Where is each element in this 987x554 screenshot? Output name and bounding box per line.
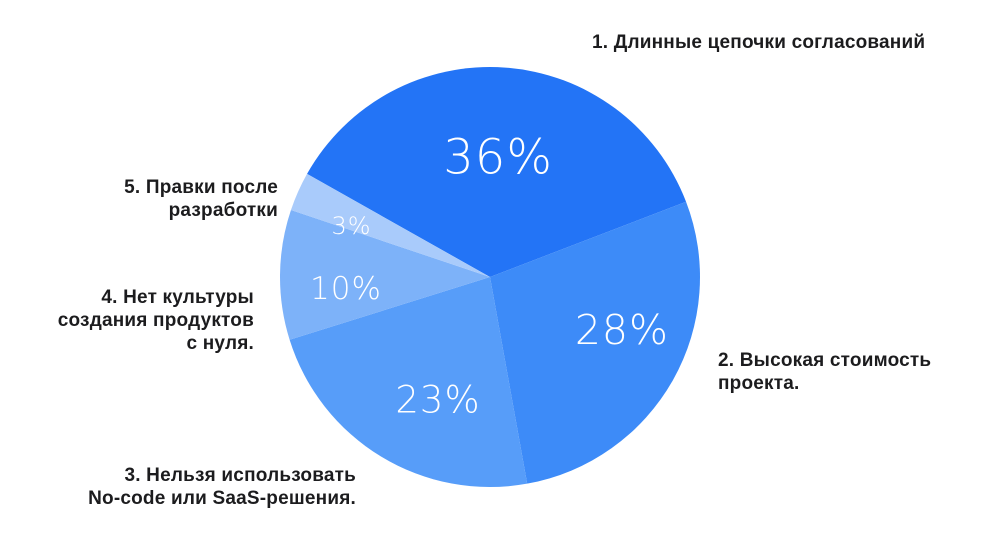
slice-label-2: 2. Высокая стоимость проекта. [718, 350, 932, 394]
slice-label-1: 1. Длинные цепочки согласований [592, 32, 926, 53]
pie-percent-1: 36% [443, 130, 553, 186]
pie-slice-2 [490, 201, 700, 484]
pie-slice-5 [290, 173, 490, 277]
slice-label-4: 4. Нет культуры создания продуктов с нул… [57, 287, 254, 354]
slice-label-5: 5. Правки после разработки [124, 177, 278, 221]
pie-slice-4 [280, 210, 490, 340]
pie-slice-3 [289, 277, 528, 487]
pie-percent-4: 10% [310, 271, 382, 307]
pie-percent-5: 3% [331, 212, 371, 240]
slice-label-3: 3. Нельзя использовать No-code или SaaS-… [88, 465, 356, 509]
pie-percent-2: 28% [575, 306, 669, 354]
pie-slice-1 [307, 67, 687, 278]
pie-percent-3: 23% [395, 379, 480, 422]
